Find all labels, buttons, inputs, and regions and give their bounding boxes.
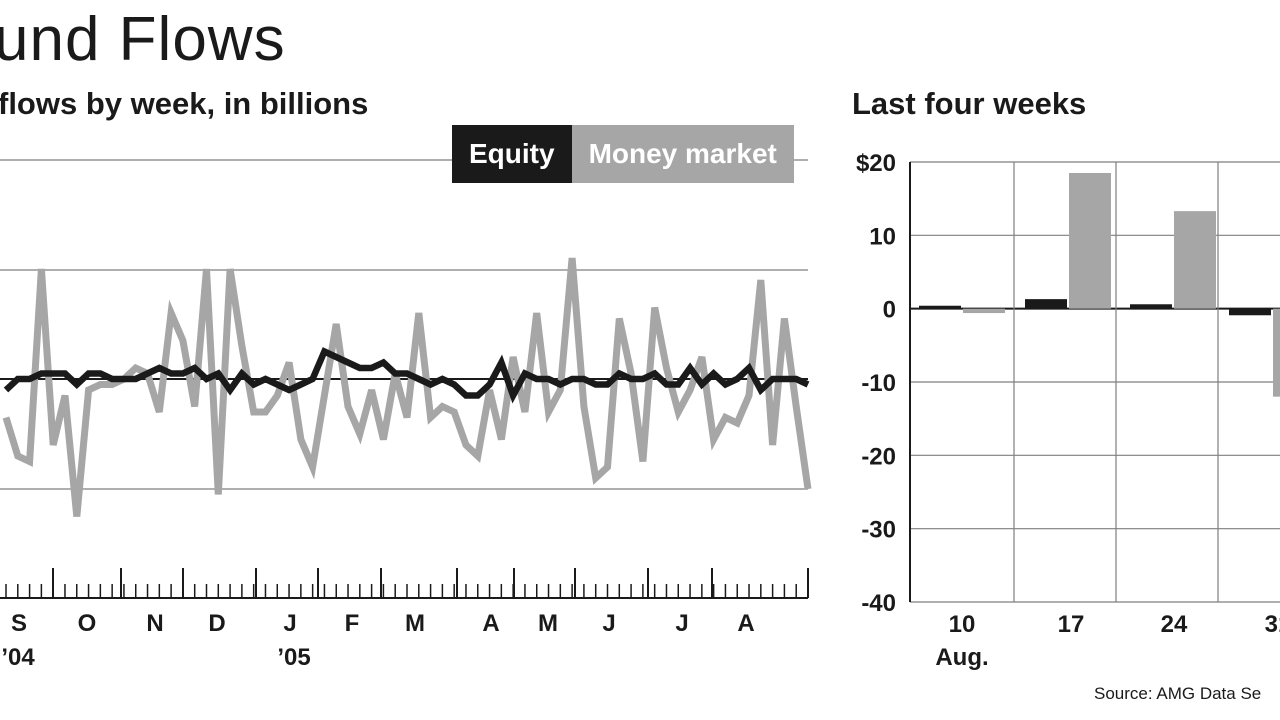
bar-equity: [1130, 304, 1172, 309]
bar-money-market: [1069, 173, 1111, 309]
legend-equity: Equity: [452, 125, 572, 183]
x-tick-label: J: [675, 610, 688, 637]
x-tick-label: O: [78, 610, 97, 637]
bar-equity: [1025, 299, 1067, 309]
x-tick-label: F: [345, 610, 360, 637]
x-tick-label: J: [602, 610, 615, 637]
x-tick-label: 10: [949, 611, 976, 638]
chart-subtitle: flows by week, in billions: [0, 86, 369, 121]
y-tick-label: -40: [861, 590, 896, 617]
series-line-money-market: [2, 257, 812, 517]
x-tick-label: A: [482, 610, 499, 637]
x-tick-label: D: [208, 610, 225, 637]
bar-equity: [919, 305, 961, 309]
y-tick-label: -30: [861, 517, 896, 544]
x-tick-label: 31: [1265, 611, 1280, 638]
x-tick-sublabel: Aug.: [935, 644, 988, 671]
right-chart-title: Last four weeks: [852, 86, 1087, 121]
bar-equity: [1229, 308, 1271, 316]
bar-money-market: [1273, 308, 1280, 397]
y-tick-label: 0: [883, 297, 896, 324]
bar-money-market: [963, 308, 1005, 314]
x-tick-label: M: [538, 610, 558, 637]
x-tick-label: S: [11, 610, 27, 637]
y-tick-label: -10: [861, 370, 896, 397]
year-label: ’05: [277, 644, 310, 671]
year-label: ’04: [1, 644, 35, 671]
legend: Equity Money market: [452, 125, 794, 183]
chart-title: und Flows: [0, 5, 286, 74]
x-tick-label: 24: [1161, 611, 1188, 638]
x-tick-label: J: [283, 610, 296, 637]
x-tick-label: M: [405, 610, 425, 637]
y-tick-label: $20: [856, 150, 896, 177]
series-line-equity: [3, 347, 810, 404]
bar-money-market: [1174, 211, 1216, 309]
source-note: Source: AMG Data Se: [1094, 684, 1262, 703]
y-tick-label: -20: [861, 443, 896, 470]
x-tick-label: A: [737, 610, 754, 637]
y-tick-label: 10: [869, 223, 896, 250]
x-tick-label: N: [146, 610, 163, 637]
x-tick-label: 17: [1058, 611, 1085, 638]
legend-money-market: Money market: [571, 125, 794, 183]
